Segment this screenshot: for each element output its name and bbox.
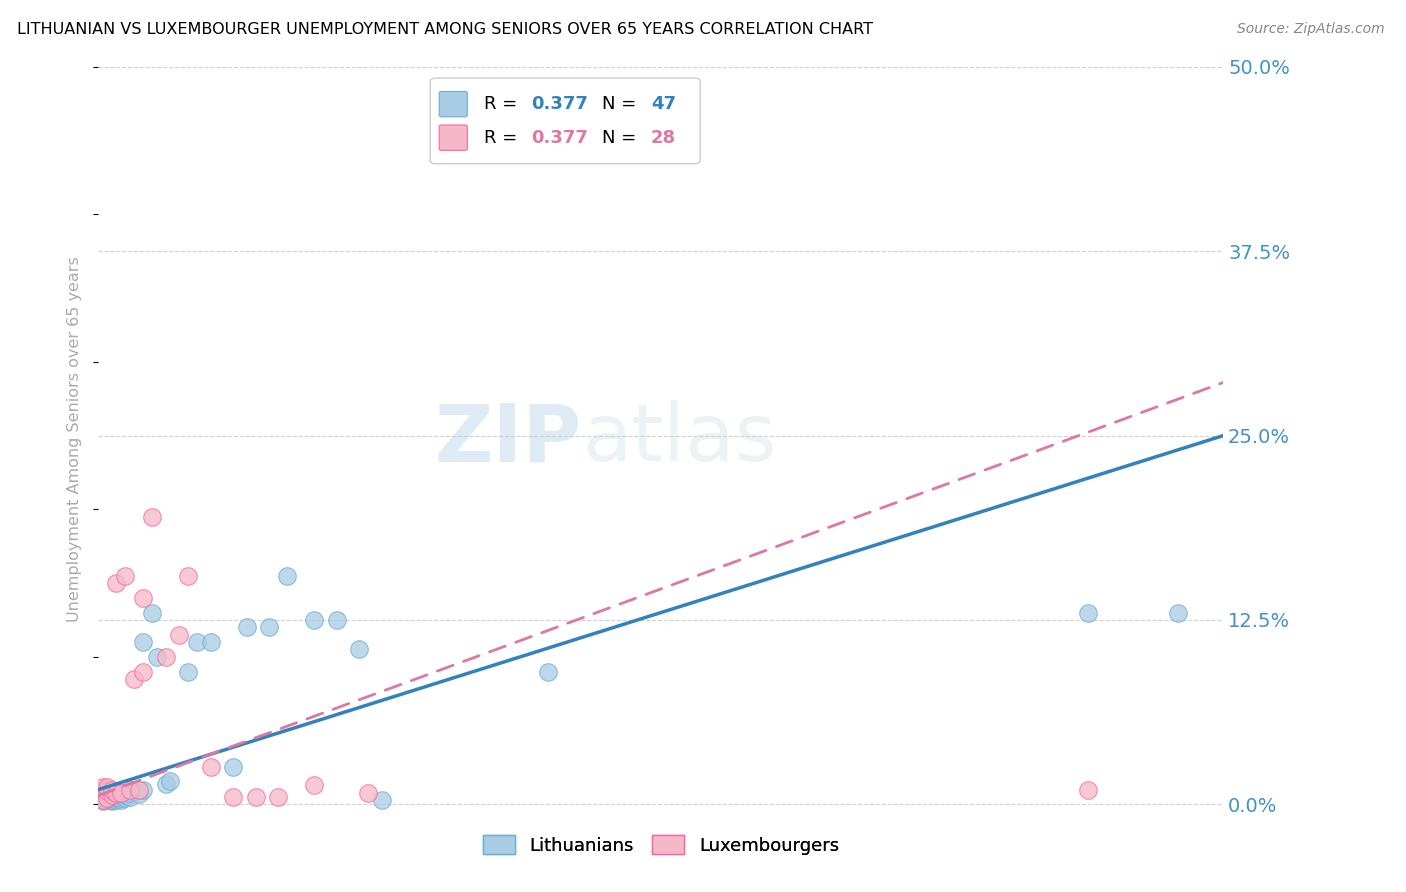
Text: ZIP: ZIP — [434, 401, 582, 478]
Point — [141, 606, 163, 620]
Point — [132, 591, 155, 605]
Point — [304, 778, 326, 792]
Text: 0.377: 0.377 — [531, 128, 588, 146]
Point — [222, 760, 245, 774]
Point — [114, 568, 136, 582]
FancyBboxPatch shape — [439, 125, 467, 151]
Point — [96, 789, 118, 804]
Point — [1167, 606, 1189, 620]
Text: 47: 47 — [651, 95, 676, 113]
Point — [267, 789, 290, 804]
Text: Source: ZipAtlas.com: Source: ZipAtlas.com — [1237, 22, 1385, 37]
Point — [128, 787, 150, 801]
Point — [357, 786, 380, 800]
Point — [96, 791, 118, 805]
Point — [101, 791, 124, 805]
Point — [114, 789, 136, 803]
Point — [259, 620, 281, 634]
Point — [96, 780, 118, 794]
Text: N =: N = — [602, 95, 643, 113]
Point — [159, 773, 181, 788]
Point — [326, 613, 349, 627]
Point — [110, 789, 132, 803]
Point — [118, 782, 141, 797]
FancyBboxPatch shape — [439, 92, 467, 117]
Point — [91, 794, 114, 808]
Point — [1077, 606, 1099, 620]
Point — [105, 793, 128, 807]
Point — [105, 791, 128, 805]
Point — [186, 635, 208, 649]
Point — [146, 649, 169, 664]
Point — [276, 568, 298, 582]
Point — [200, 635, 222, 649]
Point — [371, 793, 394, 807]
Point — [114, 791, 136, 805]
Point — [91, 782, 114, 797]
Text: 0.377: 0.377 — [531, 95, 588, 113]
Point — [91, 780, 114, 794]
Point — [96, 791, 118, 805]
Point — [124, 782, 146, 797]
Point — [155, 649, 177, 664]
Point — [124, 672, 146, 686]
Point — [200, 760, 222, 774]
Point — [537, 665, 560, 679]
Point — [110, 786, 132, 800]
Point — [132, 665, 155, 679]
Point — [110, 786, 132, 800]
Text: R =: R = — [484, 95, 523, 113]
Point — [105, 789, 128, 804]
Point — [101, 789, 124, 804]
Text: LITHUANIAN VS LUXEMBOURGER UNEMPLOYMENT AMONG SENIORS OVER 65 YEARS CORRELATION : LITHUANIAN VS LUXEMBOURGER UNEMPLOYMENT … — [17, 22, 873, 37]
Y-axis label: Unemployment Among Seniors over 65 years: Unemployment Among Seniors over 65 years — [67, 256, 83, 623]
Point — [169, 628, 191, 642]
Point — [101, 793, 124, 807]
Point — [96, 789, 118, 803]
Point — [91, 791, 114, 805]
Point — [1077, 782, 1099, 797]
Point — [105, 786, 128, 800]
Point — [177, 665, 200, 679]
Point — [132, 782, 155, 797]
Point — [96, 784, 118, 798]
Point — [128, 782, 150, 797]
Point — [118, 789, 141, 804]
Point — [110, 791, 132, 805]
Point — [155, 777, 177, 791]
Point — [101, 789, 124, 803]
Point — [101, 782, 124, 797]
Point — [101, 789, 124, 803]
Point — [110, 793, 132, 807]
Point — [236, 620, 259, 634]
Point — [114, 786, 136, 800]
Point — [91, 793, 114, 807]
Point — [118, 786, 141, 800]
Point — [101, 794, 124, 808]
Point — [245, 789, 267, 804]
Point — [96, 793, 118, 807]
Point — [222, 789, 245, 804]
Point — [105, 576, 128, 591]
Point — [304, 613, 326, 627]
Point — [132, 635, 155, 649]
Point — [105, 787, 128, 801]
Text: atlas: atlas — [582, 401, 776, 478]
Legend: Lithuanians, Luxembourgers: Lithuanians, Luxembourgers — [482, 836, 839, 855]
FancyBboxPatch shape — [430, 78, 700, 164]
Point — [349, 642, 371, 657]
Text: 28: 28 — [651, 128, 676, 146]
Point — [91, 793, 114, 807]
Point — [141, 509, 163, 524]
Text: N =: N = — [602, 128, 643, 146]
Point — [177, 568, 200, 582]
Text: R =: R = — [484, 128, 523, 146]
